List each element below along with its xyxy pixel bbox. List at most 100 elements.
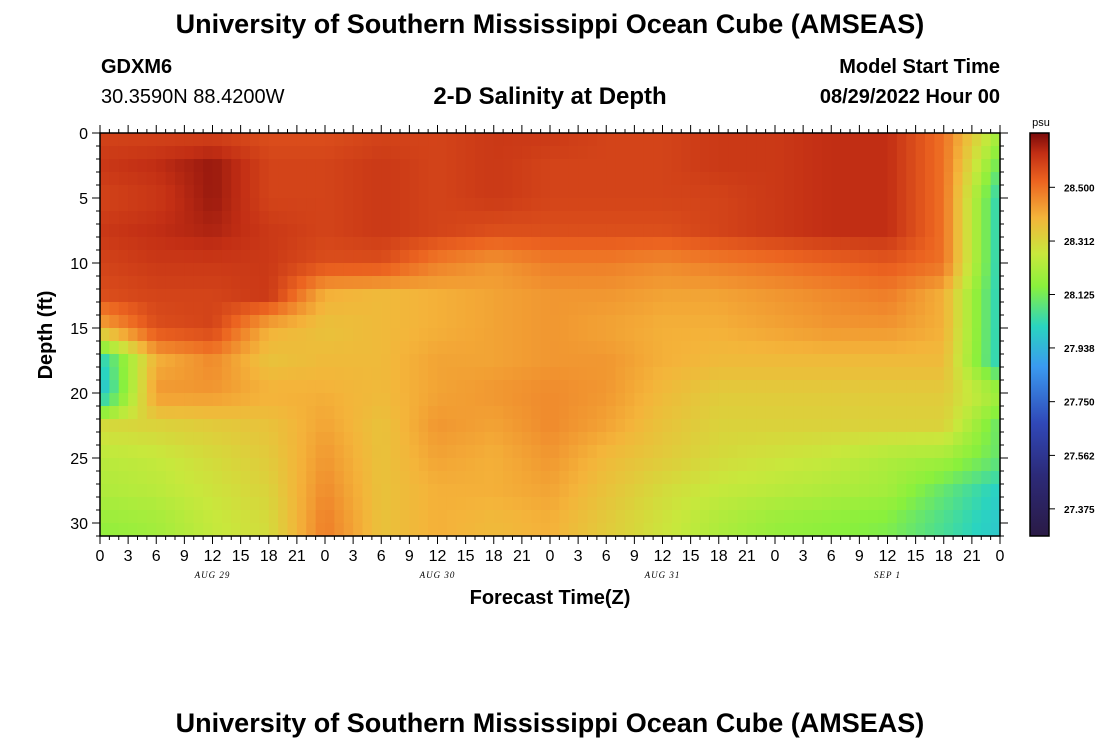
heatmap-cell [962,237,973,251]
heatmap-cell [943,302,954,316]
heatmap-cell [221,289,232,303]
heatmap-cell [896,146,907,160]
heatmap-cell [456,289,467,303]
heatmap-cell [146,406,157,420]
heatmap-cell [240,380,251,394]
heatmap-cell [128,289,139,303]
heatmap-cell [118,328,129,342]
heatmap-cell [437,484,448,498]
heatmap-cell [259,380,270,394]
heatmap-cell [306,458,317,472]
heatmap-cell [587,224,598,238]
heatmap-cell [409,354,420,368]
heatmap-cell [971,497,982,511]
heatmap-cell [840,315,851,329]
heatmap-cell [587,341,598,355]
heatmap-cell [493,263,504,277]
heatmap-cell [446,419,457,433]
heatmap-cell [240,510,251,524]
heatmap-cell [775,133,785,147]
heatmap-cell [634,380,645,394]
heatmap-cell [981,380,992,394]
heatmap-cell [840,159,851,173]
heatmap-cell [662,302,673,316]
heatmap-cell [240,406,251,420]
heatmap-cell [934,445,945,459]
heatmap-cell [653,289,664,303]
heatmap-cell [315,276,326,290]
heatmap-cell [690,302,701,316]
heatmap-cell [925,354,935,368]
heatmap-cell [925,445,935,459]
heatmap-cell [746,276,757,290]
heatmap-cell [175,419,185,433]
heatmap-cell [400,315,410,329]
heatmap-cell [990,302,1001,316]
heatmap-cell [278,484,289,498]
heatmap-cell [475,185,485,199]
heatmap-cell [343,133,354,147]
heatmap-cell [690,471,701,485]
heatmap-cell [775,445,785,459]
heatmap-cell [371,445,382,459]
heatmap-cell [840,471,851,485]
heatmap-cell [578,185,589,199]
heatmap-cell [475,354,485,368]
heatmap-cell [700,354,710,368]
heatmap-cell [915,211,926,225]
x-tick-label: 0 [546,548,555,565]
heatmap-cell [475,263,485,277]
heatmap-cell [334,354,345,368]
heatmap-cell [803,523,814,537]
heatmap-cell [653,250,664,264]
x-tick-label: 6 [152,548,161,565]
x-tick-label: 12 [879,548,897,565]
heatmap-cell [765,302,776,316]
heatmap-cell [568,367,579,381]
heatmap-cell [381,510,392,524]
heatmap-cell [493,523,504,537]
heatmap-cell [559,159,570,173]
heatmap-cell [559,198,570,212]
heatmap-cell [596,172,607,186]
heatmap-cell [784,289,795,303]
heatmap-cell [531,393,542,407]
heatmap-cell [746,484,757,498]
heatmap-cell [221,250,232,264]
heatmap-cell [165,419,176,433]
heatmap-cell [362,172,373,186]
heatmap-cell [746,289,757,303]
heatmap-cell [859,276,870,290]
heatmap-cell [325,146,335,160]
heatmap-cell [840,224,851,238]
heatmap-cell [175,497,185,511]
heatmap-cell [165,380,176,394]
heatmap-cell [690,458,701,472]
heatmap-cell [775,393,785,407]
heatmap-cell [859,172,870,186]
heatmap-cell [775,315,785,329]
heatmap-cell [784,354,795,368]
heatmap-cell [793,484,804,498]
heatmap-cell [850,224,860,238]
heatmap-cell [456,380,467,394]
heatmap-cell [643,484,654,498]
heatmap-cell [221,328,232,342]
heatmap-cell [315,484,326,498]
heatmap-cell [437,289,448,303]
heatmap-cell [643,471,654,485]
heatmap-cell [681,211,692,225]
heatmap-cell [231,146,242,160]
heatmap-cell [643,432,654,446]
heatmap-cell [812,497,823,511]
heatmap-cell [737,419,748,433]
heatmap-cell [503,224,514,238]
heatmap-cell [193,497,204,511]
heatmap-cell [503,302,514,316]
heatmap-cell [718,237,729,251]
heatmap-cell [718,159,729,173]
heatmap-cell [803,250,814,264]
heatmap-cell [128,237,139,251]
heatmap-cell [728,237,739,251]
x-tick-label: 9 [630,548,639,565]
